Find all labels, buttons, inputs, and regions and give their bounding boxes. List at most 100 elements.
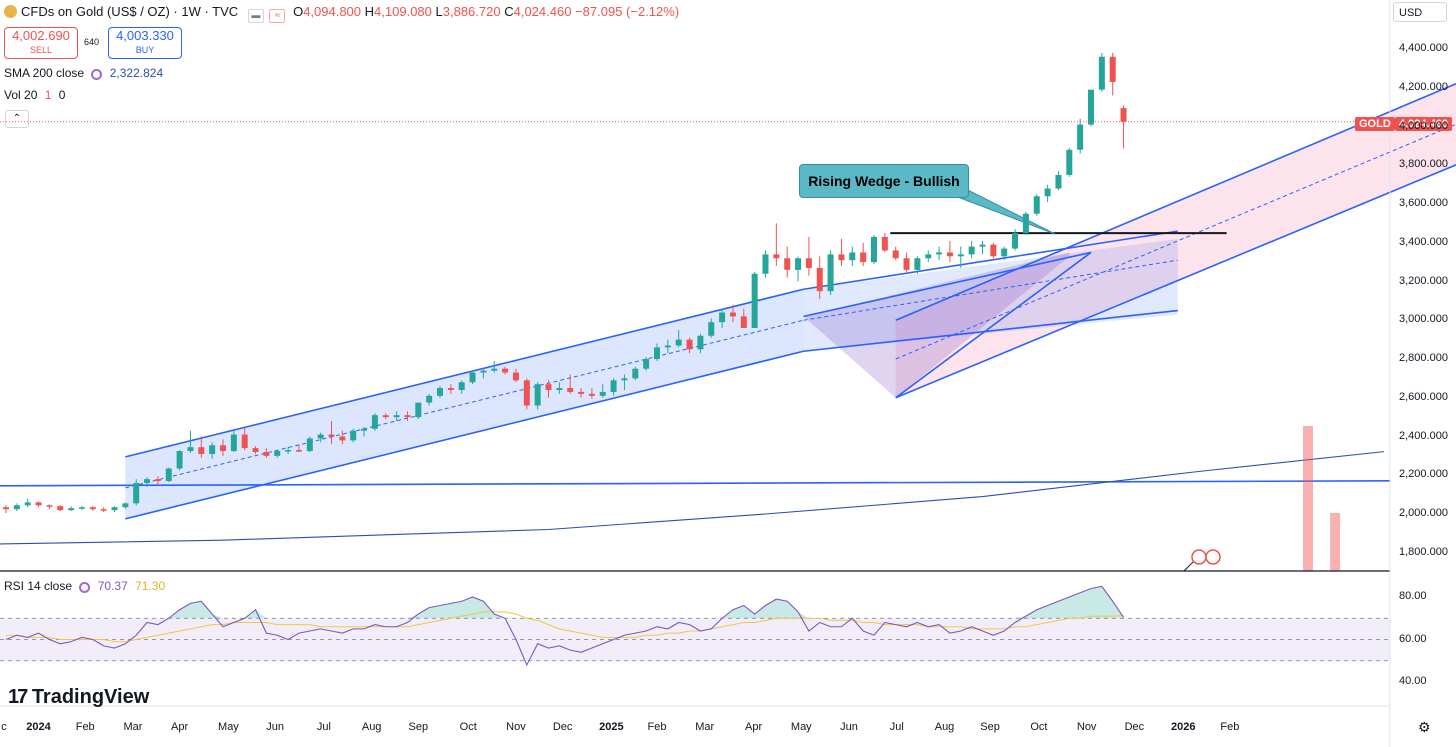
price-tick-label: 3,800.000 (1399, 158, 1448, 171)
candle-body-29 (317, 434, 324, 439)
wedge-lower-line (895, 251, 1092, 399)
candle-body-66 (719, 312, 726, 323)
candle-body-23 (252, 448, 259, 452)
currency-selector[interactable]: USD (1393, 2, 1447, 22)
candle-body-74 (805, 258, 812, 268)
candle-body-46 (502, 368, 509, 373)
candle-body-38 (415, 402, 422, 418)
sell-button[interactable]: 4,002.690 SELL (4, 27, 78, 59)
candle-body-45 (491, 368, 498, 371)
candle-body-32 (350, 430, 357, 441)
candle-body-49 (534, 384, 541, 406)
candle-body-99 (1077, 124, 1084, 150)
candle-body-47 (512, 372, 519, 381)
brand-name: TradingView (31, 686, 150, 708)
price-tick-label: 4,000.000 (1399, 119, 1448, 132)
candle-body-63 (686, 339, 693, 350)
time-tick-label: Feb (75, 721, 95, 733)
candle-body-53 (578, 391, 585, 394)
chart-mode-icon[interactable]: ▬ (247, 9, 264, 23)
candle-body-2 (24, 502, 31, 506)
candle-body-77 (838, 254, 845, 261)
channel-line-4 (895, 164, 1456, 399)
candle-body-73 (795, 258, 802, 270)
buy-price: 4,003.330 (116, 28, 174, 43)
channel-1-projection-fill (803, 238, 1178, 352)
chevron-up-icon: ⌃ (12, 113, 22, 124)
time-tick-label: Dec (552, 721, 573, 733)
symbol-title[interactable]: CFDs on Gold (US$ / OZ) · 1W · TVC (21, 4, 239, 19)
candle-body-15 (165, 468, 172, 482)
collapse-legend-button[interactable]: ⌃ (5, 110, 29, 128)
sma-settings-icon[interactable] (91, 69, 103, 80)
candle-body-81 (881, 236, 888, 251)
vol-value-2: 0 (58, 88, 66, 102)
rsi-settings-icon[interactable] (79, 582, 91, 593)
price-tick-label: 2,800.000 (1399, 352, 1448, 364)
candle-body-42 (458, 382, 465, 390)
channel-2-fill (895, 83, 1456, 398)
candle-body-17 (187, 447, 194, 452)
candle-body-12 (133, 483, 140, 504)
candle-body-30 (328, 434, 335, 437)
candle-body-78 (849, 252, 856, 261)
candle-body-88 (957, 254, 964, 257)
rsi-ma-line (6, 611, 1124, 643)
sma-200-line (0, 451, 1385, 545)
time-tick-label: Feb (647, 721, 667, 733)
ohlc-close-label: C (504, 4, 514, 19)
candle-body-51 (556, 388, 563, 390)
candle-body-6 (68, 508, 75, 511)
rising-wedge-callout[interactable]: Rising Wedge - Bullish (799, 164, 969, 198)
sell-label: SELL (29, 45, 53, 55)
ohlc-open: 4,094.800 (303, 4, 362, 19)
time-tick-label: Apr (745, 721, 763, 733)
candle-body-25 (274, 451, 281, 456)
vol-legend[interactable]: Vol 20 1 0 (4, 88, 65, 102)
candle-body-83 (903, 258, 910, 270)
channel-line-2 (125, 350, 804, 520)
time-tick-label: Nov (1076, 721, 1097, 733)
rsi-value: 70.37 (97, 579, 128, 593)
rsi-legend[interactable]: RSI 14 close 70.37 71.30 (4, 579, 165, 593)
candle-body-96 (1044, 188, 1051, 197)
candle-body-16 (176, 451, 183, 469)
price-tick-label: 3,600.000 (1399, 197, 1448, 209)
rsi-line (5, 585, 1125, 667)
time-tick-label: Aug (361, 721, 382, 733)
candle-body-11 (122, 503, 129, 508)
candle-body-101 (1098, 56, 1105, 90)
ohlc-high: 4,109.080 (374, 4, 432, 19)
candle-body-7 (78, 507, 85, 509)
candle-body-52 (567, 388, 574, 392)
us-flag-event-icon (1191, 549, 1207, 565)
price-tick-label: 2,600.000 (1399, 390, 1448, 403)
time-tick-label: Oct (1030, 721, 1048, 733)
candle-body-55 (599, 391, 606, 396)
price-tick-label: 2,200.000 (1399, 468, 1448, 481)
candle-body-4 (46, 505, 53, 507)
tradingview-logo-icon: 17 (8, 686, 28, 708)
candle-body-102 (1109, 56, 1116, 82)
tradingview-logo[interactable]: 17 TradingView (8, 686, 149, 709)
compare-icon[interactable]: ≈ (269, 9, 286, 23)
ohlc-low: 3,886.720 (442, 4, 501, 19)
sma-legend[interactable]: SMA 200 close 2,322.824 (4, 66, 163, 80)
candle-body-62 (675, 339, 682, 346)
ohlc-close: 4,024.460 (513, 4, 572, 19)
buy-button[interactable]: 4,003.330 BUY (108, 27, 182, 59)
candle-body-48 (523, 380, 530, 406)
symbol-header: CFDs on Gold (US$ / OZ) · 1W · TVC ▬ ≈ O… (4, 4, 679, 23)
rsi-tick-label: 40.00 (1399, 675, 1427, 687)
candle-body-14 (154, 479, 161, 482)
candle-body-65 (708, 322, 715, 336)
candle-body-92 (1001, 248, 1008, 257)
candle-body-39 (426, 395, 433, 403)
candle-body-33 (361, 428, 368, 431)
time-tick-label: Feb (1220, 721, 1240, 733)
us-flag-event-icon-2 (1205, 549, 1221, 565)
candle-body-1 (13, 505, 20, 510)
gear-icon[interactable]: ⚙ (1418, 719, 1431, 735)
candle-body-97 (1055, 174, 1062, 189)
